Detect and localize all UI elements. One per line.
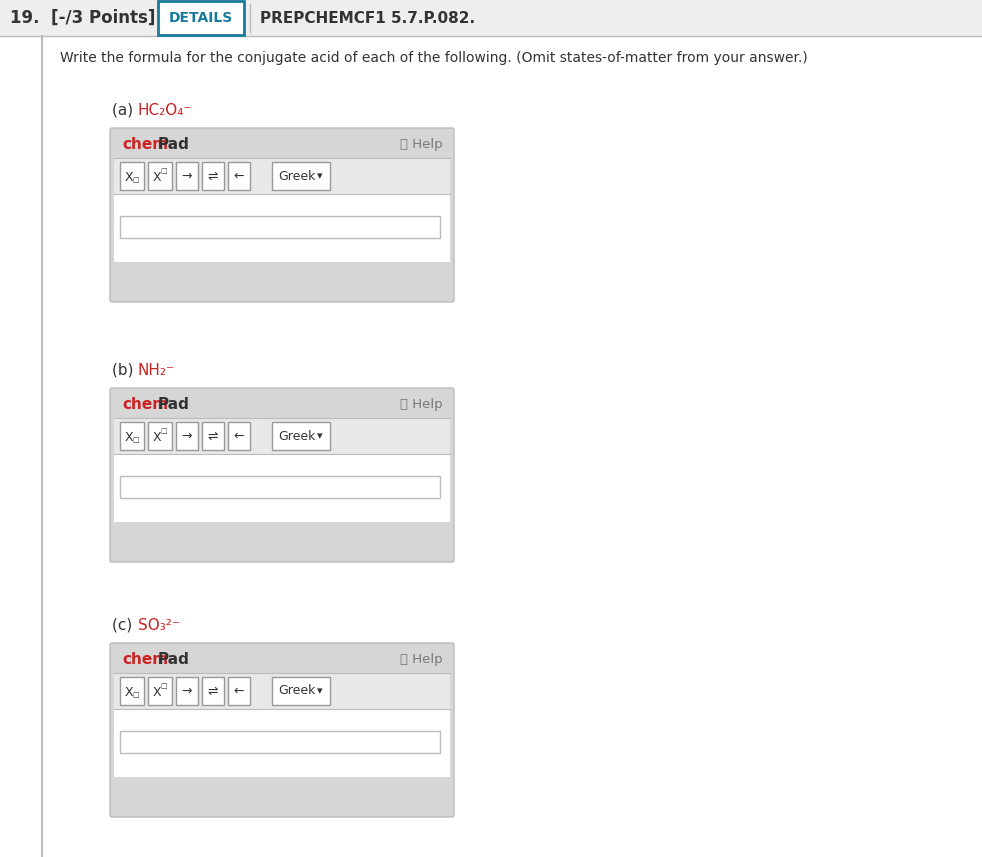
FancyBboxPatch shape — [272, 677, 330, 705]
Text: Greek: Greek — [278, 685, 315, 698]
FancyBboxPatch shape — [120, 677, 144, 705]
FancyBboxPatch shape — [120, 422, 144, 450]
Text: (b): (b) — [112, 363, 138, 377]
Text: □: □ — [133, 437, 139, 443]
Text: Pad: Pad — [158, 651, 190, 667]
Bar — [114, 390, 450, 418]
FancyBboxPatch shape — [148, 677, 172, 705]
Bar — [114, 645, 450, 673]
Text: ←: ← — [234, 170, 245, 183]
Bar — [114, 673, 450, 709]
Text: □: □ — [133, 692, 139, 698]
Bar — [114, 454, 450, 522]
Text: Greek: Greek — [278, 170, 315, 183]
Text: X: X — [125, 686, 134, 698]
Bar — [114, 194, 450, 262]
Text: Write the formula for the conjugate acid of each of the following. (Omit states-: Write the formula for the conjugate acid… — [60, 51, 808, 65]
Text: →: → — [182, 685, 192, 698]
Text: ⓘ Help: ⓘ Help — [400, 398, 443, 411]
FancyBboxPatch shape — [110, 128, 454, 302]
Text: chem: chem — [122, 136, 168, 152]
FancyBboxPatch shape — [176, 677, 198, 705]
Text: Pad: Pad — [158, 397, 190, 411]
Text: chem: chem — [122, 651, 168, 667]
FancyBboxPatch shape — [158, 1, 244, 35]
Text: □: □ — [161, 428, 167, 434]
Text: (a): (a) — [112, 103, 138, 117]
Text: X: X — [125, 171, 134, 183]
Text: X: X — [152, 686, 161, 698]
FancyBboxPatch shape — [110, 388, 454, 562]
Bar — [120, 476, 440, 498]
FancyBboxPatch shape — [272, 422, 330, 450]
Bar — [120, 731, 440, 753]
Text: →: → — [182, 170, 192, 183]
FancyBboxPatch shape — [202, 677, 224, 705]
Text: ⇌: ⇌ — [208, 170, 218, 183]
Bar — [114, 130, 450, 158]
Text: →: → — [182, 429, 192, 442]
Text: chem: chem — [122, 397, 168, 411]
Bar — [114, 522, 450, 560]
FancyBboxPatch shape — [148, 422, 172, 450]
FancyBboxPatch shape — [202, 162, 224, 190]
Bar — [114, 158, 450, 194]
Text: Greek: Greek — [278, 429, 315, 442]
Text: X: X — [125, 430, 134, 444]
FancyBboxPatch shape — [148, 162, 172, 190]
FancyBboxPatch shape — [228, 422, 250, 450]
Bar — [120, 216, 440, 238]
FancyBboxPatch shape — [110, 643, 454, 817]
Text: X: X — [152, 171, 161, 183]
FancyBboxPatch shape — [228, 677, 250, 705]
Text: HC₂O₄⁻: HC₂O₄⁻ — [138, 103, 192, 117]
Text: ▾: ▾ — [317, 686, 323, 696]
Text: ⓘ Help: ⓘ Help — [400, 652, 443, 666]
Text: DETAILS: DETAILS — [169, 11, 233, 25]
Text: NH₂⁻: NH₂⁻ — [138, 363, 175, 377]
Text: □: □ — [133, 177, 139, 183]
Text: ▾: ▾ — [317, 171, 323, 181]
Text: PREPCHEMCF1 5.7.P.082.: PREPCHEMCF1 5.7.P.082. — [260, 10, 475, 26]
Text: ←: ← — [234, 685, 245, 698]
Text: ⇌: ⇌ — [208, 685, 218, 698]
Bar — [114, 709, 450, 777]
Bar — [114, 418, 450, 454]
Text: □: □ — [161, 168, 167, 174]
Bar — [114, 777, 450, 815]
Text: ⇌: ⇌ — [208, 429, 218, 442]
Text: ⓘ Help: ⓘ Help — [400, 137, 443, 151]
FancyBboxPatch shape — [228, 162, 250, 190]
FancyBboxPatch shape — [202, 422, 224, 450]
Text: Pad: Pad — [158, 136, 190, 152]
Text: 19.  [-/3 Points]: 19. [-/3 Points] — [10, 9, 155, 27]
Text: □: □ — [161, 683, 167, 689]
Bar — [0, 0, 982, 36]
Text: ←: ← — [234, 429, 245, 442]
Text: X: X — [152, 430, 161, 444]
FancyBboxPatch shape — [176, 162, 198, 190]
FancyBboxPatch shape — [272, 162, 330, 190]
Text: (c): (c) — [112, 618, 137, 632]
Text: ▾: ▾ — [317, 431, 323, 441]
Text: SO₃²⁻: SO₃²⁻ — [138, 618, 180, 632]
FancyBboxPatch shape — [176, 422, 198, 450]
FancyBboxPatch shape — [120, 162, 144, 190]
Bar — [114, 262, 450, 300]
